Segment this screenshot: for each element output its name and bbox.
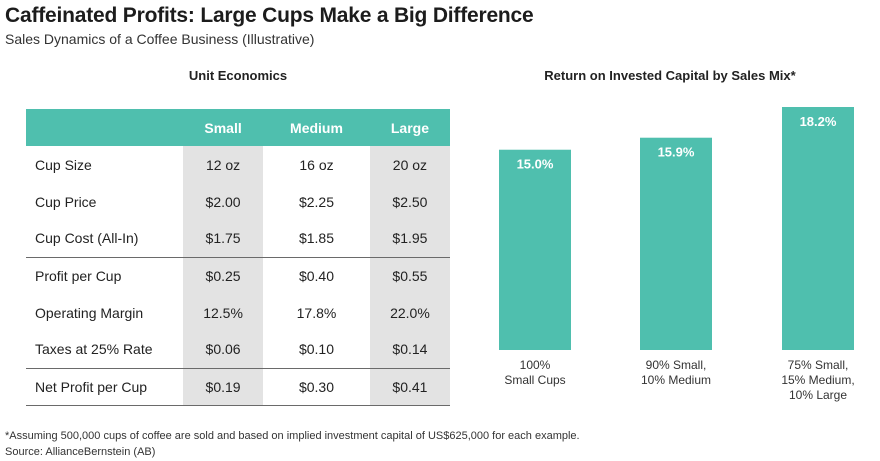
source-note: Source: AllianceBernstein (AB)	[5, 446, 156, 458]
cell-large: $0.55	[369, 256, 450, 294]
row-label: Cup Cost (All-In)	[35, 230, 139, 247]
bar-1	[499, 149, 571, 350]
column-header-medium: Medium	[263, 109, 370, 146]
cell-small: $0.06	[183, 331, 264, 368]
bar-2	[640, 137, 712, 350]
column-header-large: Large	[369, 109, 450, 146]
table-row: Profit per Cup $0.25 $0.40 $0.55	[26, 256, 450, 294]
cell-medium: $0.10	[298, 341, 335, 358]
table-row: Net Profit per Cup $0.19 $0.30 $0.41	[26, 367, 450, 406]
bar-value-label: 18.2%	[800, 114, 837, 129]
row-label: Profit per Cup	[26, 256, 183, 294]
cell-large: $1.95	[369, 220, 450, 257]
cell-medium: $2.25	[298, 193, 335, 210]
cell-small: $0.25	[183, 256, 264, 294]
column-header-small: Small	[183, 109, 264, 146]
table-row: Cup Size 12 oz 16 oz 20 oz	[26, 146, 450, 183]
category-label: 15% Medium,	[781, 373, 854, 387]
table-header-row: Small Medium Large	[26, 109, 450, 146]
cell-small: 12.5%	[183, 294, 264, 331]
cell-small: $2.00	[183, 183, 264, 220]
cell-small: $0.19	[183, 367, 264, 406]
cell-medium: 17.8%	[296, 304, 337, 321]
footnote: *Assuming 500,000 cups of coffee are sol…	[5, 430, 580, 442]
table-row: Cup Cost (All-In) $1.75 $1.85 $1.95	[26, 220, 450, 257]
cell-medium: $0.40	[263, 256, 370, 294]
cell-medium: $1.85	[298, 230, 335, 247]
row-label: Net Profit per Cup	[26, 367, 183, 406]
unit-economics-table: Small Medium Large Cup Size 12 oz 16 oz …	[26, 109, 450, 406]
category-label: Small Cups	[504, 373, 565, 387]
bar-value-label: 15.0%	[517, 157, 554, 172]
row-label: Cup Price	[35, 193, 97, 210]
category-label: 100%	[520, 358, 551, 372]
cell-large: 22.0%	[369, 294, 450, 331]
row-label: Operating Margin	[35, 304, 144, 321]
table-row: Taxes at 25% Rate $0.06 $0.10 $0.14	[26, 331, 450, 368]
cell-small: $1.75	[183, 220, 264, 257]
cell-large: $2.50	[369, 183, 450, 220]
table-row: Operating Margin 12.5% 17.8% 22.0%	[26, 294, 450, 331]
bar-3	[782, 107, 854, 350]
cell-large: $0.41	[369, 367, 450, 406]
category-label: 90% Small,	[646, 358, 707, 372]
cell-small: 12 oz	[183, 146, 264, 183]
table-title: Unit Economics	[188, 68, 288, 83]
category-label: 10% Medium	[641, 373, 711, 387]
chart-subtitle: Sales Dynamics of a Coffee Business (Ill…	[5, 31, 315, 47]
cell-medium: $0.30	[263, 367, 370, 406]
column-header-blank	[26, 109, 183, 146]
chart-title: Caffeinated Profits: Large Cups Make a B…	[5, 4, 534, 27]
bar-chart-title: Return on Invested Capital by Sales Mix*	[544, 68, 796, 83]
roic-bar-chart: 15.0% 100%Small Cups 15.9% 90% Small,10% Me…	[499, 107, 855, 402]
category-label: 75% Small,	[788, 358, 849, 372]
table-row: Cup Price $2.00 $2.25 $2.50	[26, 183, 450, 220]
row-label: Cup Size	[35, 156, 92, 173]
row-label: Taxes at 25% Rate	[35, 341, 153, 358]
category-label: 10% Large	[789, 388, 847, 402]
bar-value-label: 15.9%	[658, 145, 695, 160]
cell-large: $0.14	[369, 331, 450, 368]
cell-large: 20 oz	[369, 146, 450, 183]
cell-medium: 16 oz	[299, 156, 334, 173]
